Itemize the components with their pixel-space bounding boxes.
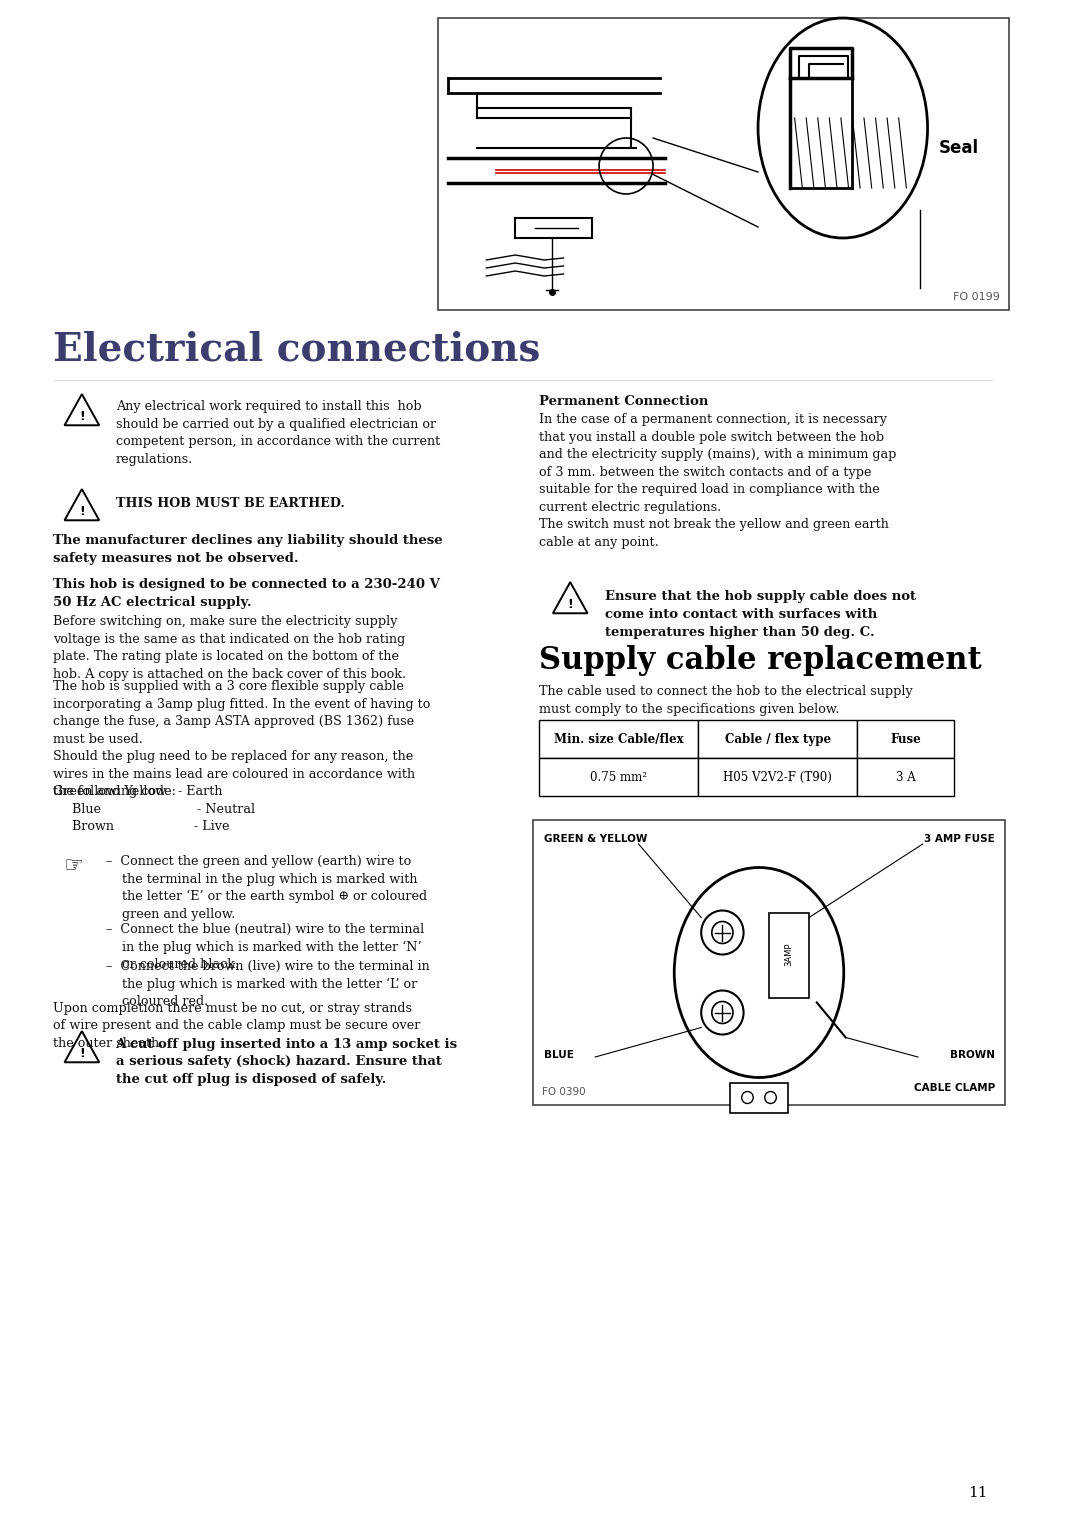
Circle shape [712,1001,733,1024]
Ellipse shape [758,18,928,238]
FancyBboxPatch shape [699,720,858,758]
Text: Supply cable replacement: Supply cable replacement [539,645,982,675]
Text: 0.75 mm²: 0.75 mm² [591,770,647,784]
Text: 11: 11 [968,1487,987,1500]
Text: Seal: Seal [940,139,980,157]
Circle shape [712,921,733,943]
Text: !: ! [79,506,84,518]
Text: Ensure that the hob supply cable does not
come into contact with surfaces with
t: Ensure that the hob supply cable does no… [605,590,916,639]
Text: 3AMP: 3AMP [784,943,794,966]
Text: BROWN: BROWN [950,1050,995,1060]
Text: Blue                        - Neutral: Blue - Neutral [72,804,255,816]
Text: !: ! [79,410,84,423]
Text: !: ! [567,597,573,611]
Text: Green and Yellow   - Earth: Green and Yellow - Earth [53,785,222,798]
Text: Brown                    - Live: Brown - Live [72,821,230,833]
Text: GREEN & YELLOW: GREEN & YELLOW [544,834,648,843]
Text: Upon completion there must be no cut, or stray strands
of wire present and the c: Upon completion there must be no cut, or… [53,1002,420,1050]
Text: The hob is supplied with a 3 core flexible supply cable
incorporating a 3amp plu: The hob is supplied with a 3 core flexib… [53,680,430,798]
Text: Electrical connections: Electrical connections [53,330,540,368]
Text: –  Connect the blue (neutral) wire to the terminal
    in the plug which is mark: – Connect the blue (neutral) wire to the… [106,923,424,972]
Circle shape [701,911,744,955]
Text: –  Connect the brown (live) wire to the terminal in
    the plug which is marked: – Connect the brown (live) wire to the t… [106,960,430,1008]
FancyBboxPatch shape [769,912,809,998]
Text: A cut off plug inserted into a 13 amp socket is
a serious safety (shock) hazard.: A cut off plug inserted into a 13 amp so… [116,1038,458,1086]
Text: –  Connect the green and yellow (earth) wire to
    the terminal in the plug whi: – Connect the green and yellow (earth) w… [106,856,418,886]
FancyBboxPatch shape [532,821,1004,1105]
Text: BLUE: BLUE [544,1050,575,1060]
Text: H05 V2V2-F (T90): H05 V2V2-F (T90) [724,770,833,784]
Text: ☞: ☞ [63,856,82,876]
Text: Fuse: Fuse [890,732,921,746]
FancyBboxPatch shape [858,758,954,796]
FancyBboxPatch shape [539,720,699,758]
Text: In the case of a permanent connection, it is necessary
that you install a double: In the case of a permanent connection, i… [539,413,896,549]
Text: FO 0390: FO 0390 [542,1086,586,1097]
FancyBboxPatch shape [699,758,858,796]
FancyBboxPatch shape [858,720,954,758]
Text: The cable used to connect the hob to the electrical supply
must comply to the sp: The cable used to connect the hob to the… [539,685,913,715]
Ellipse shape [674,868,843,1077]
Text: 3 AMP FUSE: 3 AMP FUSE [924,834,995,843]
Text: 3 A: 3 A [895,770,915,784]
Text: FO 0199: FO 0199 [953,292,1000,303]
FancyBboxPatch shape [730,1082,788,1112]
Text: THIS HOB MUST BE EARTHED.: THIS HOB MUST BE EARTHED. [116,497,345,510]
Text: the letter ‘E’ or the earth symbol ⊕ or coloured
    green and yellow.: the letter ‘E’ or the earth symbol ⊕ or … [106,889,427,921]
Circle shape [701,990,744,1034]
Text: CABLE CLAMP: CABLE CLAMP [914,1083,995,1093]
Text: Any electrical work required to install this  hob
should be carried out by a qua: Any electrical work required to install … [116,400,440,466]
Text: Before switching on, make sure the electricity supply
voltage is the same as tha: Before switching on, make sure the elect… [53,614,406,680]
Text: This hob is designed to be connected to a 230-240 V
50 Hz AC electrical supply.: This hob is designed to be connected to … [53,578,440,608]
Text: Min. size Cable/flex: Min. size Cable/flex [554,732,684,746]
Text: Permanent Connection: Permanent Connection [539,396,708,408]
FancyBboxPatch shape [438,18,1010,310]
Text: The manufacturer declines any liability should these
safety measures not be obse: The manufacturer declines any liability … [53,533,443,564]
Text: !: ! [79,1047,84,1060]
Text: Cable / flex type: Cable / flex type [725,732,831,746]
FancyBboxPatch shape [539,758,699,796]
